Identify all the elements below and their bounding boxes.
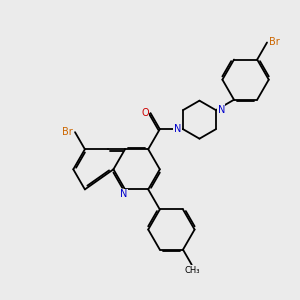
Text: N: N [174, 124, 181, 134]
Text: CH₃: CH₃ [184, 266, 200, 274]
Text: O: O [141, 107, 149, 118]
Text: N: N [120, 189, 127, 200]
Text: N: N [218, 105, 225, 115]
Text: Br: Br [62, 127, 73, 136]
Text: Br: Br [269, 37, 280, 47]
